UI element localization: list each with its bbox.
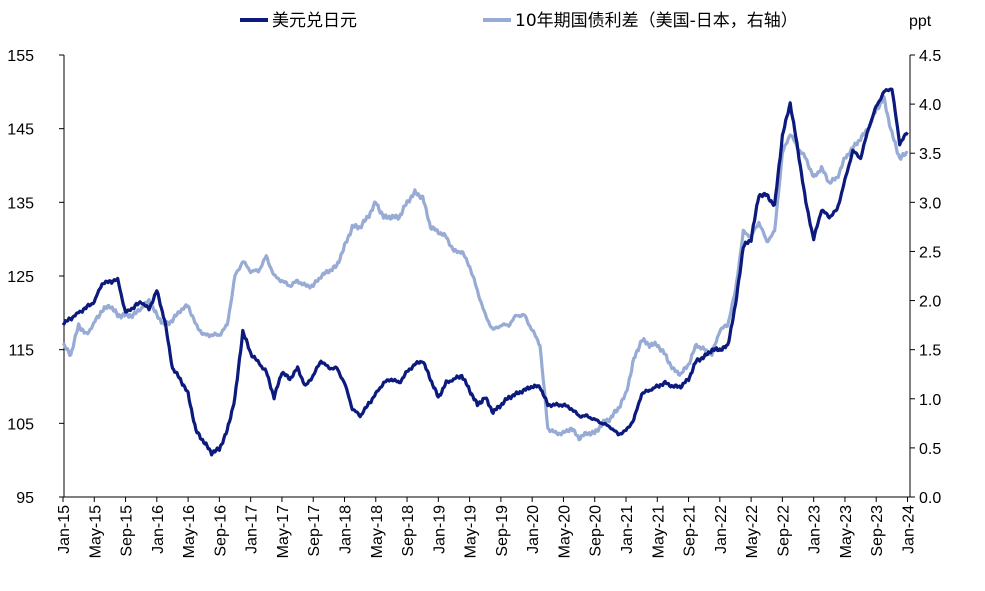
x-tick-label: Sep-17	[306, 505, 323, 557]
x-tick-label: Jan-15	[56, 505, 73, 554]
x-tick-label: May-22	[744, 505, 761, 558]
x-tick-label: May-23	[838, 505, 855, 558]
x-tick-label: Sep-19	[494, 505, 511, 557]
left-tick-label: 125	[7, 269, 34, 286]
x-tick-label: Sep-15	[119, 505, 136, 557]
right-tick-label: 3.5	[919, 146, 941, 163]
right-tick-label: 0.5	[919, 441, 941, 458]
series-line-usdjpy	[61, 87, 909, 457]
x-tick-label: Jan-24	[901, 505, 918, 554]
x-tick-label: Jan-18	[338, 505, 355, 554]
left-tick-label: 155	[7, 48, 34, 65]
right-tick-label: 3.0	[919, 195, 941, 212]
x-tick-label: Jan-23	[807, 505, 824, 554]
right-tick-label: 2.5	[919, 244, 941, 261]
x-tick-label: May-15	[87, 505, 104, 558]
x-tick-label: Sep-16	[212, 505, 229, 557]
x-tick-label: Sep-22	[775, 505, 792, 557]
x-tick-label: May-21	[650, 505, 667, 558]
x-tick-label: Sep-18	[400, 505, 417, 557]
right-tick-label: 4.0	[919, 97, 941, 114]
left-tick-label: 145	[7, 122, 34, 139]
x-tick-label: May-18	[369, 505, 386, 558]
right-axis-unit: ppt	[909, 13, 932, 30]
left-tick-label: 135	[7, 195, 34, 212]
legend-label-usdjpy: 美元兑日元	[272, 11, 357, 31]
right-tick-label: 2.0	[919, 294, 941, 311]
right-tick-label: 1.0	[919, 392, 941, 409]
x-tick-label: May-20	[556, 505, 573, 558]
x-tick-label: May-19	[463, 505, 480, 558]
legend-label-spread: 10年期国债利差（美国-日本，右轴）	[515, 11, 798, 31]
x-tick-label: May-16	[181, 505, 198, 558]
x-tick-label: Sep-23	[869, 505, 886, 557]
x-tick-label: Jan-21	[619, 505, 636, 554]
left-tick-label: 115	[8, 343, 34, 360]
x-tick-label: Jan-17	[244, 505, 261, 554]
left-tick-label: 95	[16, 490, 34, 507]
x-tick-label: Jan-16	[150, 505, 167, 554]
legend: 美元兑日元 10年期国债利差（美国-日本，右轴）	[240, 11, 798, 31]
series-layer	[61, 87, 909, 457]
right-tick-label: 0.0	[919, 490, 941, 507]
series-line-spread	[61, 95, 909, 442]
right-tick-label: 1.5	[919, 343, 941, 360]
x-tick-label: Jan-19	[431, 505, 448, 554]
x-tick-label: Jan-22	[713, 505, 730, 554]
left-tick-label: 105	[7, 416, 34, 433]
x-tick-label: Sep-21	[682, 505, 699, 557]
axes: 95 105 115 125 135 145 155 0.0 0.5 1.0 1.5 2.0 2.5 3.…	[7, 48, 941, 558]
right-tick-label: 4.5	[919, 48, 941, 65]
x-tick-label: Sep-20	[588, 505, 605, 557]
x-tick-label: Jan-20	[525, 505, 542, 554]
x-tick-label: May-17	[275, 505, 292, 558]
